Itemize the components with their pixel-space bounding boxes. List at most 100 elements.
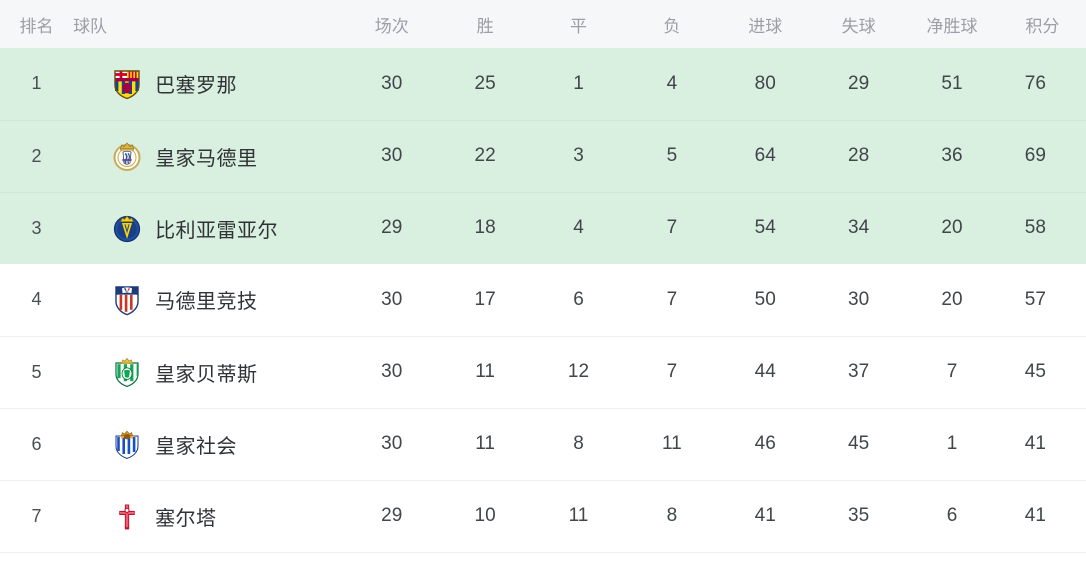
cell-rank: 1 [31, 73, 42, 94]
cell-drawn: 1 [573, 72, 584, 94]
table-row[interactable]: 5 皇家贝蒂斯 30 11 12 7 44 37 7 45 [0, 336, 1086, 408]
column-header-won[interactable]: 胜 [476, 16, 494, 36]
cell-team[interactable]: 马德里竞技 [73, 264, 345, 336]
cell-drawn: 4 [573, 217, 584, 239]
cell-team[interactable]: 皇家马德里 [73, 120, 345, 192]
table-body: 1 巴塞罗那 [0, 48, 1086, 552]
cell-goals-against: 28 [848, 145, 870, 166]
cell-played: 29 [381, 505, 403, 526]
table-row-partial [0, 552, 1086, 576]
cell-goals-for: 50 [754, 288, 776, 310]
cell-played: 30 [381, 145, 403, 166]
cell-goals-against: 34 [848, 217, 870, 239]
cell-goals-for: 64 [754, 145, 776, 166]
cell-team[interactable]: 塞尔塔 [73, 480, 345, 552]
cell-won: 22 [474, 145, 496, 166]
real-betis-crest [115, 357, 139, 388]
cell-goals-against: 30 [848, 288, 870, 310]
cell-rank: 3 [31, 217, 42, 238]
cell-lost: 5 [666, 145, 678, 166]
cell-points: 41 [1024, 433, 1046, 454]
table-header: 排名 球队 场次 胜 平 负 进球 失球 净胜球 积分 [0, 0, 1086, 48]
column-header-rank[interactable]: 排名 [19, 16, 54, 36]
cell-points: 45 [1024, 361, 1046, 382]
column-header-goal-diff[interactable]: 净胜球 [926, 16, 978, 36]
cell-points: 57 [1024, 288, 1046, 310]
table-row[interactable]: 3 比利亚雷亚尔 29 18 4 7 54 34 20 58 [0, 192, 1086, 264]
cell-team[interactable]: 比利亚雷亚尔 [73, 192, 345, 264]
cell-rank: 5 [31, 361, 42, 382]
cell-won: 11 [475, 361, 495, 382]
cell-won: 25 [474, 72, 496, 94]
cell-drawn: 12 [567, 361, 590, 382]
cell-played: 30 [381, 433, 403, 454]
cell-goal-diff: 7 [946, 361, 958, 382]
cell-rank: 4 [31, 289, 42, 310]
cell-won: 18 [474, 217, 496, 239]
cell-rank: 6 [31, 433, 42, 454]
table-row[interactable]: 1 巴塞罗那 [0, 48, 1086, 120]
cell-lost: 11 [662, 433, 682, 454]
cell-goal-diff: 20 [941, 217, 963, 239]
cell-played: 30 [381, 288, 403, 310]
cell-goals-against: 45 [848, 433, 870, 454]
barcelona-crest [114, 70, 140, 99]
villarreal-crest [113, 216, 141, 243]
table-row[interactable]: 6 皇家社会 30 11 8 11 46 45 1 41 [0, 408, 1086, 480]
column-header-goals-for[interactable]: 进球 [748, 16, 783, 36]
cell-lost: 7 [666, 217, 678, 239]
cell-played: 30 [381, 361, 403, 382]
column-header-team[interactable]: 球队 [73, 16, 108, 36]
cell-goal-diff: 20 [941, 288, 963, 310]
column-header-drawn[interactable]: 平 [570, 16, 587, 36]
cell-won: 10 [474, 505, 496, 526]
real-madrid-crest [113, 142, 141, 171]
cell-rank: 7 [31, 505, 42, 526]
column-header-played[interactable]: 场次 [374, 16, 409, 36]
cell-lost: 7 [666, 288, 678, 310]
table-row[interactable]: 7 塞尔塔 29 10 11 8 41 35 6 41 [0, 480, 1086, 552]
team-name: 巴塞罗那 [155, 75, 238, 98]
column-header-points[interactable]: 积分 [1025, 16, 1060, 36]
cell-goal-diff: 51 [941, 72, 963, 94]
team-name: 皇家社会 [155, 435, 238, 458]
table-row[interactable]: 2 皇家马德里 30 22 3 5 64 28 36 69 [0, 120, 1086, 192]
cell-lost: 7 [666, 361, 678, 382]
cell-goal-diff: 6 [946, 505, 958, 526]
cell-goals-against: 35 [848, 505, 870, 526]
cell-points: 58 [1024, 217, 1046, 239]
cell-goals-for: 46 [754, 433, 776, 454]
cell-goals-for: 41 [754, 505, 776, 526]
atletico-madrid-crest [115, 286, 139, 316]
table-row[interactable]: 4 马德里竞技 30 17 6 7 50 30 20 57 [0, 264, 1086, 336]
cell-goal-diff: 1 [946, 433, 958, 454]
cell-played: 30 [381, 72, 403, 94]
cell-drawn: 11 [568, 505, 589, 526]
team-name: 马德里竞技 [155, 291, 258, 314]
cell-rank: 2 [31, 145, 42, 166]
cell-points: 41 [1024, 505, 1046, 526]
cell-team[interactable]: 皇家贝蒂斯 [73, 336, 345, 408]
column-header-goals-against[interactable]: 失球 [841, 16, 876, 36]
league-standings-table: 排名 球队 场次 胜 平 负 进球 失球 净胜球 积分 1 [0, 0, 1086, 552]
cell-goals-against: 29 [848, 72, 870, 94]
column-header-lost[interactable]: 负 [663, 16, 681, 36]
cell-played: 29 [381, 217, 403, 239]
cell-goal-diff: 36 [941, 145, 963, 166]
cell-drawn: 6 [573, 288, 584, 310]
cell-goals-for: 80 [754, 72, 776, 94]
cell-drawn: 3 [573, 145, 584, 166]
cell-lost: 4 [666, 72, 678, 94]
cell-goals-for: 54 [754, 217, 776, 239]
cell-team[interactable]: 皇家社会 [73, 408, 345, 480]
team-name: 皇家贝蒂斯 [155, 363, 258, 386]
cell-won: 17 [474, 288, 496, 310]
cell-drawn: 8 [573, 433, 584, 454]
team-name: 皇家马德里 [155, 147, 258, 170]
cell-goals-for: 44 [754, 361, 776, 382]
real-sociedad-crest [115, 430, 139, 459]
cell-points: 69 [1024, 145, 1046, 166]
cell-team[interactable]: 巴塞罗那 [73, 48, 345, 120]
cell-points: 76 [1024, 72, 1046, 94]
cell-lost: 8 [666, 505, 678, 526]
